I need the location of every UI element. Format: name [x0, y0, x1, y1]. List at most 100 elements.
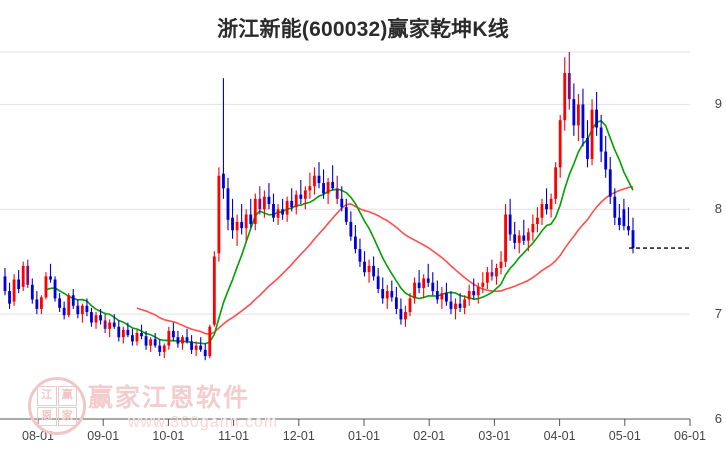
candle-body: [276, 209, 280, 218]
candle-body: [272, 204, 275, 218]
candle-body: [331, 182, 335, 189]
candle-body: [267, 196, 271, 205]
moving-average-line: [45, 119, 634, 345]
ma-short-line: [45, 119, 634, 345]
candle-body: [517, 235, 521, 243]
candle-body: [490, 272, 494, 277]
candle-body: [531, 223, 535, 233]
candle-body: [94, 315, 98, 323]
candle-body: [558, 120, 562, 168]
candle-body: [135, 333, 139, 342]
candle-body: [181, 337, 184, 344]
candle-body: [599, 127, 603, 152]
candle-body: [627, 226, 630, 231]
candle-body: [58, 298, 62, 308]
candle-body: [349, 221, 353, 237]
candle-body: [12, 279, 16, 302]
candle-body: [39, 297, 43, 309]
candle-body: [303, 190, 307, 199]
candle-body: [472, 291, 476, 296]
candle-body: [26, 265, 30, 285]
candle-body: [435, 291, 439, 300]
candle-body: [385, 291, 389, 299]
candle-body: [90, 312, 93, 323]
candle-body: [131, 335, 134, 342]
candle-body: [554, 167, 558, 199]
candle-body: [363, 261, 366, 273]
candle-body: [567, 72, 571, 100]
candle-body: [67, 295, 71, 316]
candle-body: [8, 291, 11, 304]
x-axis-tick-label: 11-01: [218, 429, 250, 443]
candle-body: [513, 234, 517, 243]
candle-body: [322, 183, 325, 194]
candle-body: [35, 299, 39, 309]
candle-body: [508, 214, 512, 235]
candle-body: [190, 341, 193, 350]
candle-body: [3, 276, 7, 292]
candle-body: [258, 198, 262, 210]
x-axis-tick-label: 01-01: [348, 429, 380, 443]
candle-body: [358, 249, 362, 262]
x-axis-tick-label: 03-01: [478, 429, 511, 443]
candle-body: [372, 265, 376, 277]
candle-body: [290, 200, 294, 208]
candle-body: [158, 345, 162, 352]
candle-body: [226, 188, 230, 220]
page-title: 浙江新能(600032)赢家乾坤K线: [217, 18, 509, 41]
candle-body: [126, 329, 130, 336]
candle-body: [390, 291, 394, 298]
x-axis-tick-label: 12-01: [282, 429, 315, 443]
candle-body: [235, 221, 239, 231]
candle-body: [463, 299, 467, 308]
candle-body: [185, 337, 189, 342]
candle-body: [422, 278, 426, 288]
candle-body: [476, 286, 480, 296]
candle-body: [549, 198, 553, 210]
candle-body: [408, 298, 412, 313]
y-axis-tick-label: 7: [714, 306, 722, 322]
candle-body: [244, 214, 248, 229]
x-axis-tick-label: 02-01: [413, 429, 446, 443]
candle-body: [431, 282, 435, 292]
candle-body: [367, 265, 371, 273]
candle-body: [481, 282, 485, 287]
candle-body: [99, 315, 102, 321]
candle-body: [449, 301, 453, 309]
candle-body: [590, 109, 594, 159]
candle-body: [240, 221, 244, 229]
candle-body: [299, 194, 303, 199]
y-axis-tick-label: 8: [714, 201, 722, 217]
candle-body: [76, 305, 80, 315]
candle-body: [576, 104, 580, 126]
candle-body: [440, 293, 444, 300]
candle-body: [522, 235, 526, 241]
candle-body: [467, 291, 471, 300]
candle-body: [545, 204, 548, 210]
candle-body: [417, 282, 421, 288]
candle-body: [313, 175, 316, 187]
candle-body: [631, 230, 635, 249]
candle-body: [208, 326, 212, 357]
candle-body: [144, 336, 148, 346]
candle-body: [85, 305, 89, 313]
ma-long-line: [136, 186, 634, 336]
candle-body: [495, 268, 498, 277]
candle-body: [376, 276, 380, 289]
candle-body: [613, 196, 617, 218]
candle-body: [149, 339, 153, 346]
candle-body: [617, 217, 621, 226]
candle-body: [335, 188, 339, 199]
candle-body: [404, 312, 407, 320]
candle-body: [540, 204, 544, 218]
candle-body: [399, 308, 403, 320]
candle-body: [212, 256, 216, 325]
x-axis-tick-label: 05-01: [608, 429, 641, 443]
candle-body: [485, 272, 489, 283]
candle-body: [445, 293, 448, 302]
candle-body: [608, 169, 612, 197]
candle-body: [381, 288, 385, 299]
candle-body: [308, 186, 312, 191]
y-axis-tick-label: 6: [714, 411, 722, 426]
